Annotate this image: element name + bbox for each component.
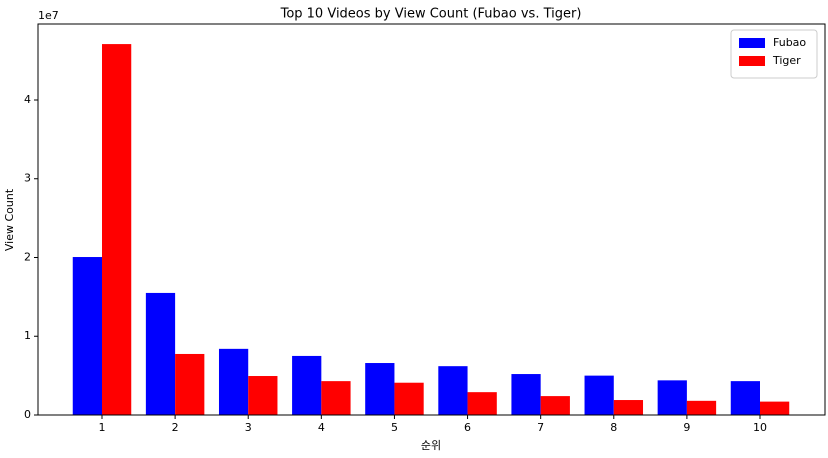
y-tick-label: 1 [24, 329, 31, 342]
bar [730, 381, 760, 415]
bar [102, 44, 132, 415]
bar [657, 380, 687, 415]
bar [540, 396, 570, 415]
y-tick-label: 3 [24, 172, 31, 185]
legend-swatch [739, 56, 765, 66]
bar [145, 292, 176, 415]
plot-frame [37, 23, 826, 416]
bar [394, 382, 424, 415]
bar [175, 353, 205, 415]
bar [613, 400, 644, 415]
bar [72, 257, 102, 415]
y-offset-label: 1e7 [38, 9, 59, 22]
x-tick-label: 10 [753, 421, 767, 434]
y-tick-label: 2 [24, 250, 31, 263]
x-tick-label: 1 [99, 421, 106, 434]
bar [760, 401, 790, 415]
x-tick-label: 9 [683, 421, 690, 434]
y-tick-label: 0 [24, 408, 31, 421]
legend-label: Tiger [772, 54, 801, 67]
x-tick-label: 4 [318, 421, 325, 434]
bar [365, 363, 395, 415]
x-tick-label: 7 [537, 421, 544, 434]
bar [467, 392, 497, 415]
x-axis-label: 순위 [421, 439, 441, 452]
bar [292, 355, 322, 415]
y-axis-label: View Count [3, 188, 16, 251]
legend-label: Fubao [773, 36, 806, 49]
bar [686, 400, 717, 415]
x-tick-label: 8 [610, 421, 617, 434]
x-tick-label: 2 [172, 421, 179, 434]
bar [218, 348, 249, 415]
legend-swatch [739, 38, 765, 48]
bar [438, 366, 468, 415]
bar [248, 376, 278, 415]
x-tick-label: 6 [464, 421, 471, 434]
chart-title: Top 10 Videos by View Count (Fubao vs. T… [280, 7, 582, 22]
x-tick-label: 5 [391, 421, 398, 434]
y-tick-label: 4 [24, 93, 31, 106]
bar [511, 374, 541, 415]
x-tick-label: 3 [245, 421, 252, 434]
bar [321, 381, 351, 415]
bar [584, 375, 614, 415]
